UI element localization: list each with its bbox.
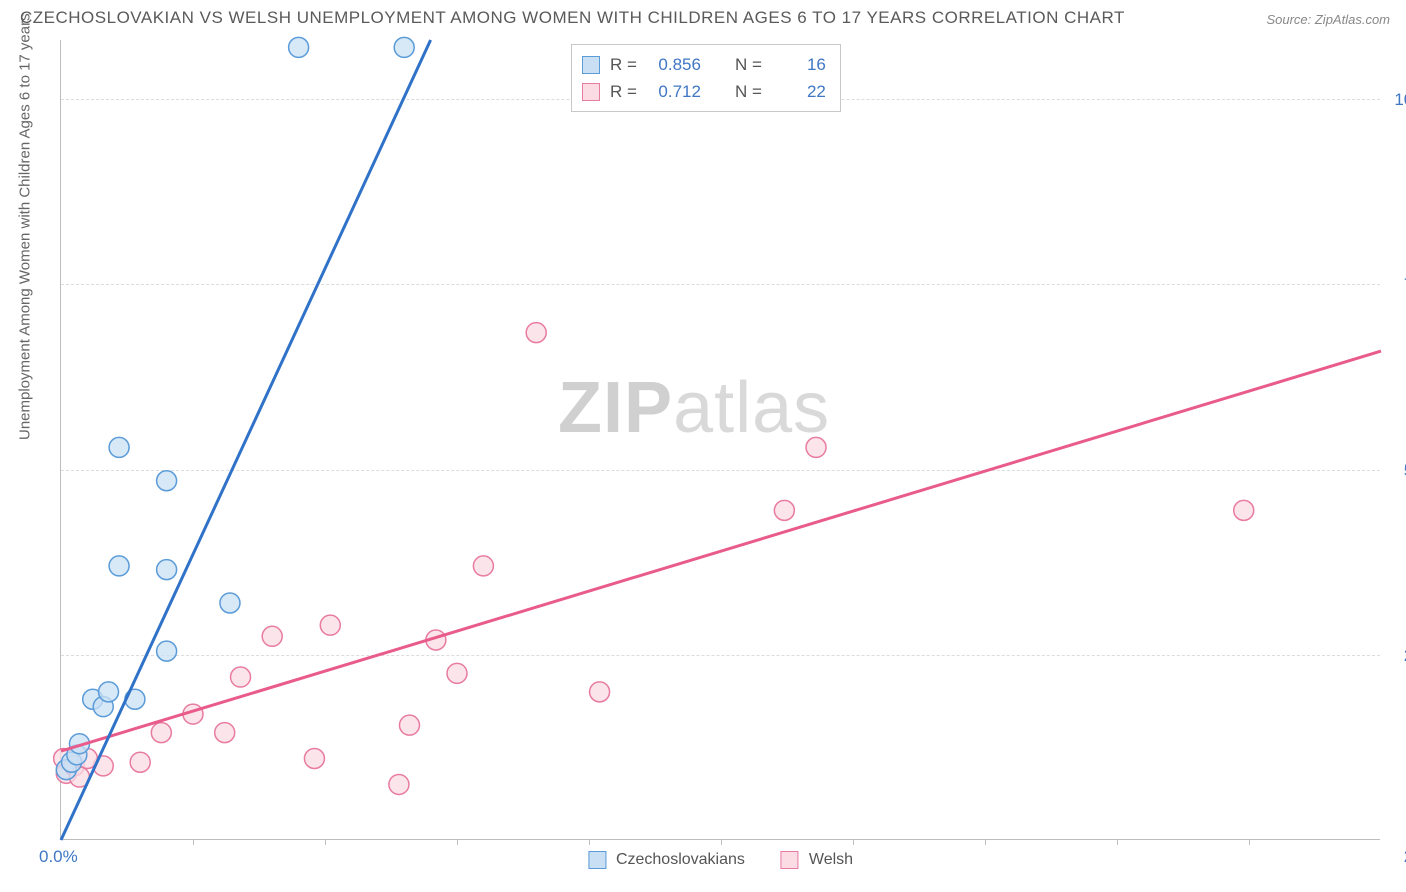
scatter-point-welsh xyxy=(774,500,794,520)
scatter-point-welsh xyxy=(590,682,610,702)
x-tick xyxy=(985,839,986,845)
x-tick xyxy=(325,839,326,845)
scatter-point-welsh xyxy=(320,615,340,635)
chart-title: CZECHOSLOVAKIAN VS WELSH UNEMPLOYMENT AM… xyxy=(20,8,1125,28)
legend-item-czech: Czechoslovakians xyxy=(588,851,745,869)
scatter-point-czech xyxy=(220,593,240,613)
r-label: R = xyxy=(610,78,637,105)
scatter-point-czech xyxy=(157,560,177,580)
scatter-point-czech xyxy=(157,471,177,491)
x-tick xyxy=(457,839,458,845)
scatter-point-welsh xyxy=(231,667,251,687)
chart-svg xyxy=(61,40,1380,839)
r-value-czech: 0.856 xyxy=(647,51,701,78)
source-attribution: Source: ZipAtlas.com xyxy=(1266,12,1390,27)
scatter-point-welsh xyxy=(304,749,324,769)
x-tick xyxy=(193,839,194,845)
y-tick-label: 100.0% xyxy=(1394,90,1406,110)
swatch-czech xyxy=(588,851,606,869)
scatter-point-welsh xyxy=(130,752,150,772)
scatter-point-czech xyxy=(109,437,129,457)
scatter-point-czech xyxy=(394,37,414,57)
plot-area: Unemployment Among Women with Children A… xyxy=(60,40,1380,840)
x-tick xyxy=(589,839,590,845)
scatter-point-welsh xyxy=(526,323,546,343)
n-value-czech: 16 xyxy=(772,51,826,78)
x-axis-origin-label: 0.0% xyxy=(39,847,78,867)
x-tick xyxy=(853,839,854,845)
swatch-welsh xyxy=(582,83,600,101)
scatter-point-welsh xyxy=(215,723,235,743)
legend-stats-row-czech: R = 0.856 N = 16 xyxy=(582,51,826,78)
y-axis-label: Unemployment Among Women with Children A… xyxy=(17,13,34,440)
scatter-point-welsh xyxy=(806,437,826,457)
legend-label-welsh: Welsh xyxy=(809,851,853,869)
scatter-point-welsh xyxy=(389,774,409,794)
legend-stats-box: R = 0.856 N = 16 R = 0.712 N = 22 xyxy=(571,44,841,112)
scatter-point-welsh xyxy=(262,626,282,646)
r-label: R = xyxy=(610,51,637,78)
r-value-welsh: 0.712 xyxy=(647,78,701,105)
scatter-point-czech xyxy=(99,682,119,702)
x-tick xyxy=(1117,839,1118,845)
scatter-point-welsh xyxy=(151,723,171,743)
n-label: N = xyxy=(735,51,762,78)
scatter-point-czech xyxy=(157,641,177,661)
bottom-legend: Czechoslovakians Welsh xyxy=(588,851,853,869)
scatter-point-welsh xyxy=(1234,500,1254,520)
n-value-welsh: 22 xyxy=(772,78,826,105)
legend-item-welsh: Welsh xyxy=(781,851,853,869)
legend-label-czech: Czechoslovakians xyxy=(616,851,745,869)
x-tick xyxy=(1249,839,1250,845)
scatter-point-welsh xyxy=(399,715,419,735)
x-tick xyxy=(721,839,722,845)
scatter-point-welsh xyxy=(473,556,493,576)
scatter-point-czech xyxy=(109,556,129,576)
n-label: N = xyxy=(735,78,762,105)
swatch-czech xyxy=(582,56,600,74)
scatter-point-czech xyxy=(289,37,309,57)
scatter-point-welsh xyxy=(447,663,467,683)
swatch-welsh xyxy=(781,851,799,869)
legend-stats-row-welsh: R = 0.712 N = 22 xyxy=(582,78,826,105)
